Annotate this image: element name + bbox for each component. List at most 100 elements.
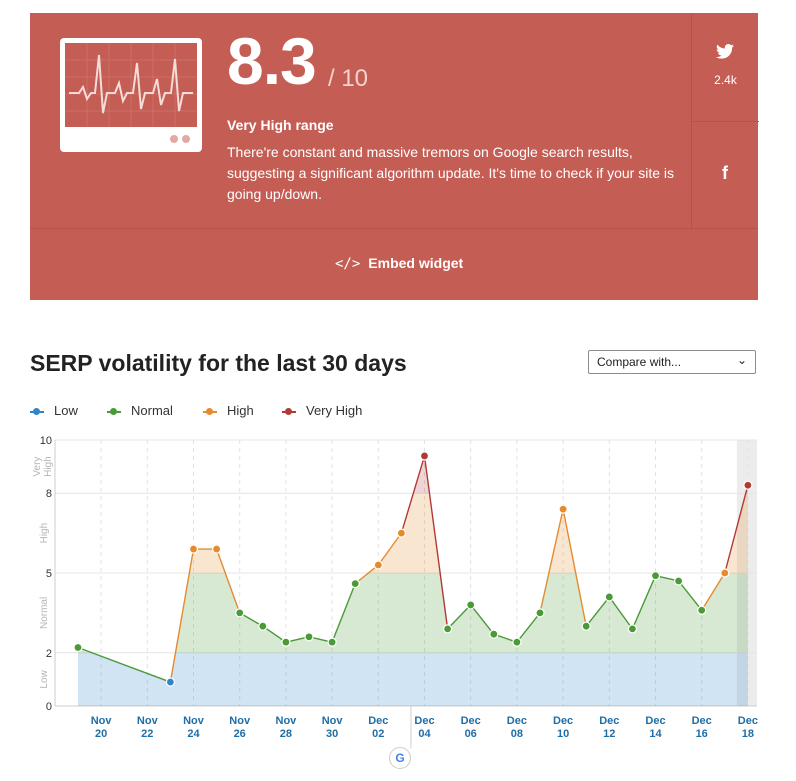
y-tick-label: 2 xyxy=(46,648,52,660)
data-point xyxy=(697,605,707,615)
y-tick-label: 10 xyxy=(40,435,52,447)
x-tick-label-month: Dec xyxy=(507,715,527,727)
y-range-label: Very xyxy=(32,457,43,477)
x-tick-label-day: 02 xyxy=(372,728,384,740)
data-point xyxy=(258,621,268,631)
series-line-segment xyxy=(169,548,195,683)
x-tick-label-month: Dec xyxy=(553,715,573,727)
x-tick-label-month: Dec xyxy=(599,715,619,727)
y-range-label: High xyxy=(43,456,54,477)
data-point xyxy=(558,504,568,514)
legend-swatch xyxy=(282,407,296,415)
x-tick-label-month: Nov xyxy=(91,715,113,727)
data-point xyxy=(304,632,314,642)
data-point xyxy=(73,642,83,653)
x-tick-label-month: Dec xyxy=(368,715,388,727)
series-line-segment xyxy=(377,532,402,566)
y-tick-label: 5 xyxy=(46,568,52,580)
x-tick-label-month: Nov xyxy=(229,715,251,727)
y-range-label: Low xyxy=(39,669,50,688)
x-tick-label-day: 18 xyxy=(742,728,754,740)
score-value: 8.3 xyxy=(227,24,317,98)
series-line-segment xyxy=(400,455,426,534)
share-divider xyxy=(692,121,759,122)
x-tick-label-day: 24 xyxy=(187,728,200,740)
data-point xyxy=(327,637,337,647)
data-point xyxy=(581,621,591,631)
data-point xyxy=(720,568,730,578)
data-point xyxy=(673,576,684,586)
series-line-segment xyxy=(516,612,541,643)
data-point xyxy=(396,528,406,538)
section-title: SERP volatility for the last 30 days xyxy=(30,350,407,376)
legend-label: Normal xyxy=(131,403,173,418)
twitter-icon[interactable] xyxy=(716,44,734,64)
legend-label: High xyxy=(227,403,254,418)
data-point xyxy=(743,480,753,490)
series-line-segment xyxy=(562,509,587,627)
facebook-icon[interactable]: f xyxy=(722,163,728,183)
series-line-segment xyxy=(331,583,356,643)
legend-swatch xyxy=(107,407,121,415)
embed-widget-button[interactable]: </> Embed widget xyxy=(335,255,463,272)
x-tick-label-month: Dec xyxy=(692,715,712,727)
compare-with-select[interactable]: Compare with... ⌄ xyxy=(588,350,756,374)
series-line-segment xyxy=(262,625,287,643)
share-column: 2.4k f xyxy=(691,13,759,228)
legend-item-very-high[interactable]: Very High xyxy=(282,403,362,418)
y-range-label: High xyxy=(39,523,50,544)
legend-label: Very High xyxy=(306,403,363,418)
x-tick-label-day: 12 xyxy=(603,728,615,740)
x-tick-label-month: Dec xyxy=(738,715,758,727)
x-tick-label-day: 16 xyxy=(696,728,708,740)
series-line-segment xyxy=(470,604,495,635)
x-tick-label-day: 10 xyxy=(557,728,569,740)
data-point xyxy=(419,451,430,461)
x-tick-label-day: 28 xyxy=(280,728,292,740)
series-line-segment xyxy=(585,596,610,627)
data-point xyxy=(373,560,383,570)
data-point xyxy=(212,544,222,554)
x-tick-label-month: Nov xyxy=(276,715,298,727)
legend-swatch xyxy=(30,407,44,415)
score-max: / 10 xyxy=(328,65,369,92)
y-tick-label: 8 xyxy=(46,488,52,500)
legend-swatch xyxy=(203,407,217,415)
x-tick-label-day: 22 xyxy=(141,728,153,740)
data-point xyxy=(188,544,199,554)
data-point xyxy=(281,637,291,647)
x-tick-label-month: Nov xyxy=(137,715,159,727)
legend-item-normal[interactable]: Normal xyxy=(107,403,173,418)
data-point xyxy=(604,592,614,602)
x-tick-label-day: 06 xyxy=(465,728,477,740)
series-line-segment xyxy=(423,455,449,629)
data-point xyxy=(466,600,476,610)
data-point xyxy=(627,624,638,634)
x-tick-label-day: 08 xyxy=(511,728,523,740)
heart-monitor-icon xyxy=(60,38,202,152)
x-tick-label-month: Dec xyxy=(461,715,481,727)
y-range-label: Normal xyxy=(39,597,50,629)
data-point xyxy=(535,608,545,618)
area-band-very-high xyxy=(78,455,748,494)
legend-item-high[interactable]: High xyxy=(203,403,254,418)
compare-with-value: Compare with... xyxy=(597,355,682,369)
x-tick-label-day: 30 xyxy=(326,728,338,740)
series-line-segment xyxy=(631,575,657,630)
embed-widget-label: Embed widget xyxy=(368,255,464,271)
range-label: Very High range xyxy=(227,117,334,133)
series-line-segment xyxy=(608,596,633,630)
code-icon: </> xyxy=(335,256,361,272)
series-line-segment xyxy=(215,548,241,614)
data-point xyxy=(512,637,522,647)
volatility-score-card: 8.3 / 10 Very High range There're consta… xyxy=(30,13,759,300)
google-update-icon[interactable]: G xyxy=(389,747,411,769)
data-point xyxy=(235,608,245,618)
legend-item-low[interactable]: Low xyxy=(30,403,78,418)
x-tick-label-month: Dec xyxy=(645,715,665,727)
legend-label: Low xyxy=(54,403,78,418)
y-tick-label: 0 xyxy=(46,701,52,713)
chevron-down-icon: ⌄ xyxy=(736,353,747,367)
data-point xyxy=(443,624,453,634)
